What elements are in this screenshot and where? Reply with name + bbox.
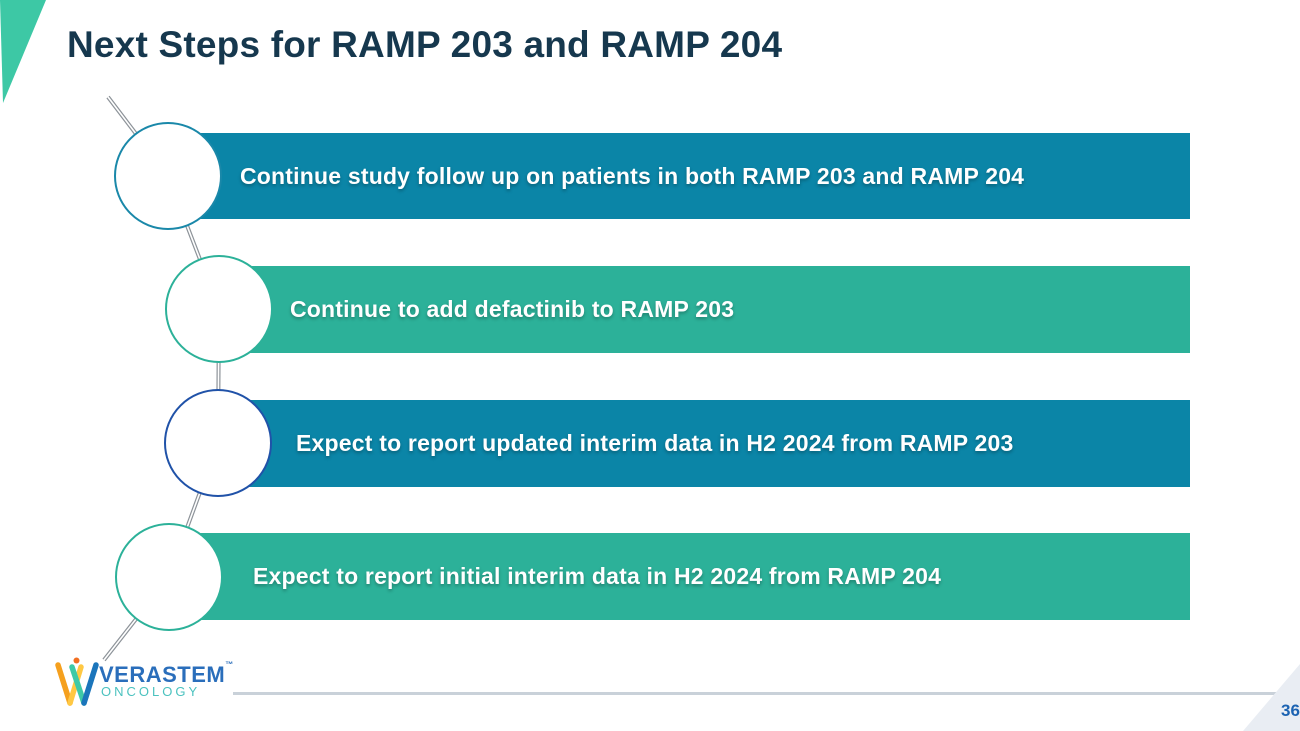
step-label-3: Expect to report updated interim data in… bbox=[296, 430, 1014, 456]
step-bar-4: Expect to report initial interim data in… bbox=[190, 533, 1190, 620]
step-label-1: Continue study follow up on patients in … bbox=[240, 162, 1025, 189]
step-bar-3: Expect to report updated interim data in… bbox=[240, 400, 1190, 487]
step-label-2: Continue to add defactinib to RAMP 203 bbox=[290, 296, 735, 322]
verastem-logo-mark-icon bbox=[55, 657, 99, 706]
step-label-4: Expect to report initial interim data in… bbox=[253, 563, 942, 589]
logo-subbrand-text: ONCOLOGY bbox=[101, 684, 201, 699]
logo-brand-text: VERASTEM™ bbox=[99, 660, 234, 688]
step-circle-1 bbox=[114, 122, 222, 230]
step-circle-3 bbox=[164, 389, 272, 497]
verastem-logo: VERASTEM™ ONCOLOGY bbox=[55, 655, 255, 710]
page-number: 36 bbox=[1281, 701, 1300, 720]
step-bar-1: Continue study follow up on patients in … bbox=[185, 133, 1190, 219]
slide-title: Next Steps for RAMP 203 and RAMP 204 bbox=[67, 24, 783, 65]
step-bar-2: Continue to add defactinib to RAMP 203 bbox=[240, 266, 1190, 353]
step-circle-2 bbox=[165, 255, 273, 363]
logo-trademark: ™ bbox=[225, 660, 234, 669]
step-circle-4 bbox=[115, 523, 223, 631]
logo-brand-word: VERASTEM bbox=[99, 662, 226, 687]
footer-divider-line bbox=[233, 692, 1300, 695]
